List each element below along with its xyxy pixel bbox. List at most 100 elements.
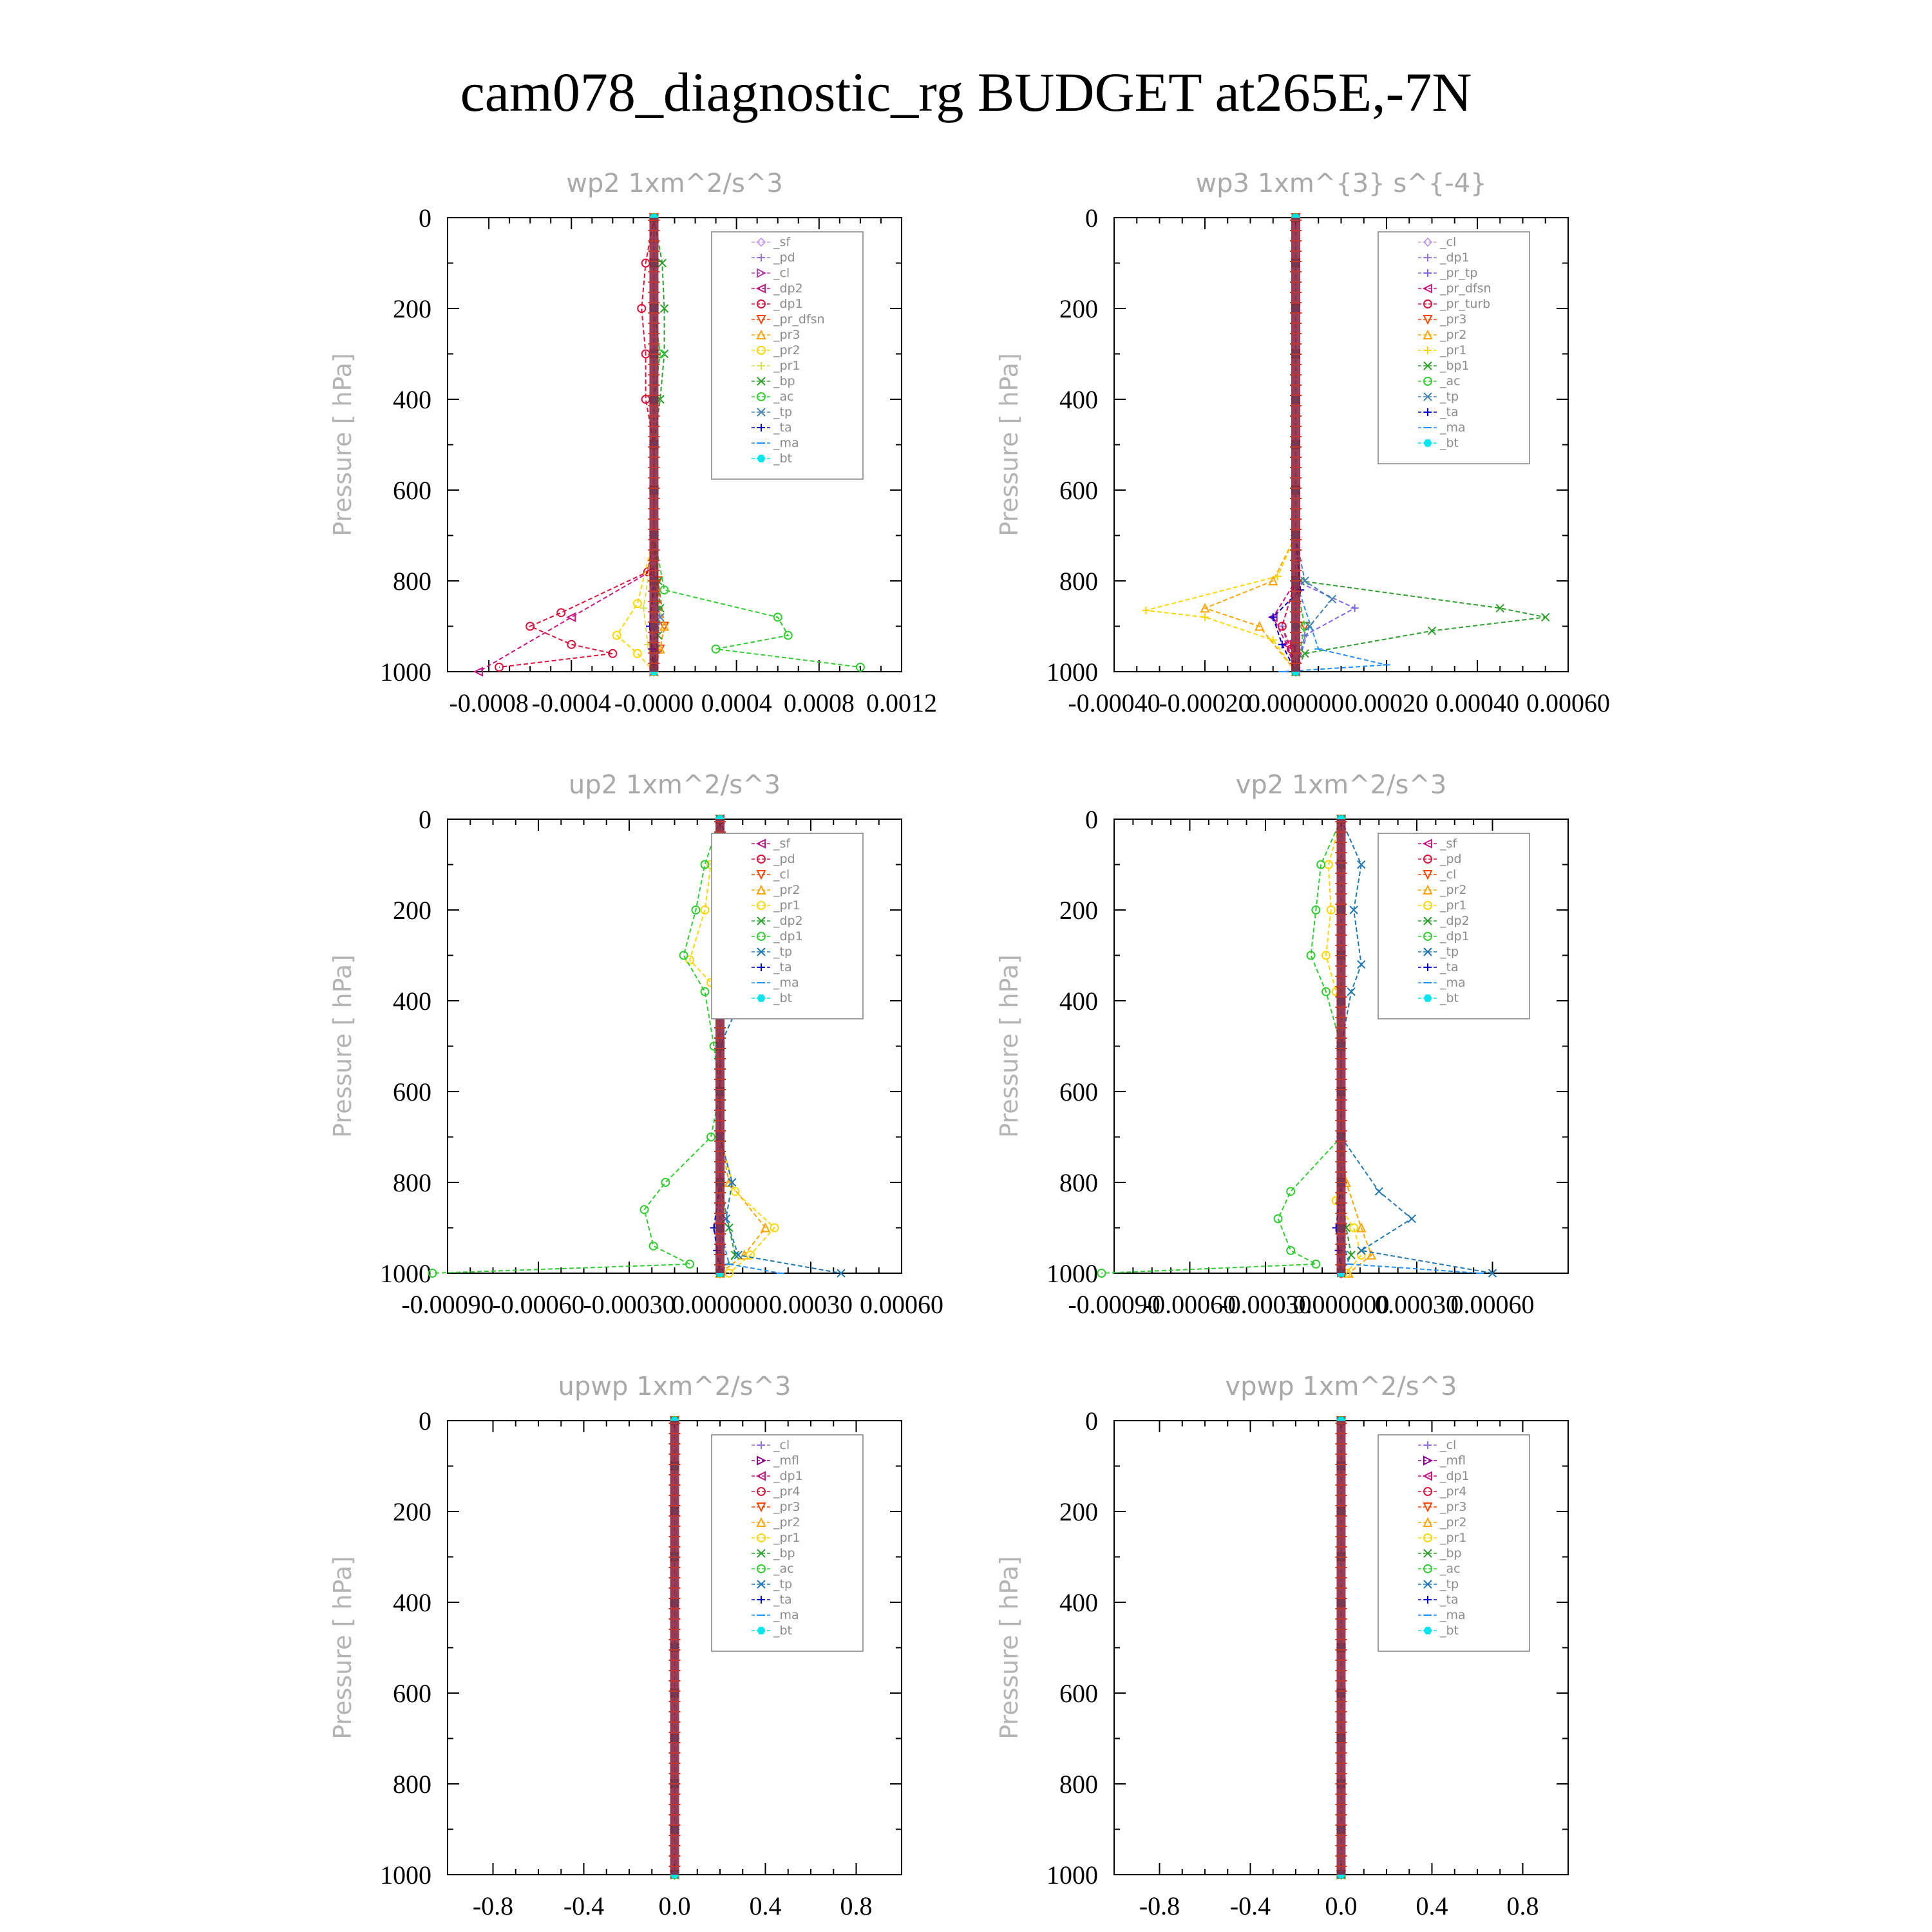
series-line bbox=[432, 819, 721, 1274]
legend-label: _pd bbox=[773, 251, 795, 265]
y-tick-label: 200 bbox=[1059, 1497, 1098, 1526]
series-line bbox=[478, 218, 655, 672]
x-tick-label: 0.00040 bbox=[1435, 688, 1519, 717]
data-point bbox=[1200, 603, 1210, 613]
legend-label: _pr1 bbox=[773, 898, 800, 913]
zero-profile-column bbox=[1291, 218, 1300, 672]
data-point bbox=[760, 1222, 771, 1233]
legend-marker bbox=[1424, 346, 1432, 354]
legend-entry: _ma bbox=[1418, 976, 1466, 990]
x-tick-label: -0.0000 bbox=[614, 688, 694, 717]
panel-up2: up2 1xm^2/s^3 Pressure [ hPa] 0 200 400 600 80… bbox=[328, 770, 943, 1319]
data-point bbox=[637, 304, 647, 313]
data-point bbox=[495, 662, 504, 672]
legend-label: _pd bbox=[1439, 852, 1462, 866]
legend-marker bbox=[757, 1564, 766, 1573]
legend-marker bbox=[757, 932, 766, 941]
x-tick-label: -0.8 bbox=[1139, 1891, 1180, 1920]
data-point bbox=[1316, 860, 1326, 869]
legend: _cl _dp1_pr_tp_pr_dfsn_pr_turb_pr3_pr2_pr… bbox=[1378, 231, 1530, 464]
legend-marker bbox=[1423, 237, 1433, 247]
legend-entry: _dp2 bbox=[752, 914, 803, 928]
legend-marker bbox=[1422, 838, 1432, 849]
panel-vp2: vp2 1xm^2/s^3 Pressure [ hPa] 0 200 400 600 80… bbox=[995, 770, 1569, 1319]
y-tick-label: 0 bbox=[1085, 1406, 1098, 1435]
panel-title: wp3 1xm^{3} s^{-4} bbox=[1195, 169, 1486, 198]
y-tick-label: 0 bbox=[419, 1406, 431, 1435]
legend-entry: _pr2 bbox=[752, 883, 800, 897]
x-tick-label: 0.4 bbox=[750, 1891, 782, 1920]
y-axis-label: Pressure [ hPa] bbox=[328, 353, 357, 536]
legend-entry: _tp bbox=[752, 405, 792, 419]
legend-marker bbox=[1423, 901, 1432, 910]
legend-entry: _pr1 bbox=[752, 898, 800, 913]
legend-entry: _pr4 bbox=[752, 1484, 800, 1499]
legend-label: _pr_tp bbox=[1439, 266, 1477, 280]
y-tick-label: 1000 bbox=[380, 1259, 431, 1288]
y-tick-label: 400 bbox=[393, 1588, 431, 1617]
legend-entry: _tp bbox=[1418, 1577, 1459, 1591]
series-line bbox=[1101, 819, 1342, 1274]
legend-entry: _bt bbox=[1418, 436, 1459, 450]
legend-marker bbox=[756, 1502, 766, 1513]
legend-marker bbox=[757, 299, 766, 308]
legend-entry: _bp bbox=[752, 1546, 795, 1560]
legend-marker bbox=[756, 884, 766, 895]
x-tick-label: 0.00060 bbox=[1526, 688, 1610, 717]
legend-label: _pr2 bbox=[1439, 1515, 1466, 1530]
data-point bbox=[700, 860, 710, 869]
legend-entry: _tp bbox=[752, 1577, 792, 1591]
legend-marker bbox=[757, 1627, 766, 1634]
legend-entry: _ta bbox=[752, 960, 792, 974]
legend-entry: _ac bbox=[1418, 1562, 1461, 1576]
data-point bbox=[1321, 987, 1331, 996]
x-tick-label: -0.00060 bbox=[492, 1290, 584, 1319]
y-tick-label: 400 bbox=[1059, 385, 1098, 414]
data-point bbox=[473, 667, 484, 677]
y-tick-label: 1000 bbox=[1046, 1861, 1098, 1889]
legend-label: _pr2 bbox=[773, 883, 800, 897]
series-dp1 bbox=[428, 815, 724, 1278]
legend-marker bbox=[1423, 329, 1433, 339]
y-tick-label: 1000 bbox=[380, 1861, 431, 1889]
data-point bbox=[1300, 649, 1309, 658]
legend-label: _dp1 bbox=[773, 297, 803, 311]
legend-label: _tp bbox=[773, 1577, 792, 1591]
legend-box bbox=[711, 231, 864, 480]
legend-label: _pr_dfsn bbox=[1439, 281, 1492, 296]
legend-marker bbox=[757, 268, 767, 278]
legend-marker bbox=[757, 1441, 765, 1449]
legend-label: _ac bbox=[1439, 374, 1461, 388]
data-point bbox=[556, 608, 566, 618]
data-point bbox=[1350, 604, 1359, 612]
legend-label: _tp bbox=[1439, 945, 1459, 959]
data-point bbox=[428, 1269, 437, 1278]
legend-marker bbox=[757, 1580, 766, 1589]
data-point bbox=[1097, 1269, 1106, 1278]
legend-marker bbox=[1423, 884, 1433, 895]
legend-entry: _ma bbox=[752, 976, 799, 990]
y-tick-label: 200 bbox=[393, 896, 431, 925]
legend-marker bbox=[756, 329, 766, 339]
legend-entry: _pr1 bbox=[752, 1531, 800, 1545]
legend-entry: _bt bbox=[752, 1624, 792, 1638]
legend-entry: _ma bbox=[1418, 1608, 1466, 1622]
legend-entry: _dp1 bbox=[752, 1469, 803, 1483]
legend-label: _pr4 bbox=[773, 1484, 800, 1499]
legend-label: _bt bbox=[773, 991, 792, 1005]
legend-marker bbox=[755, 838, 766, 849]
y-tick-label: 800 bbox=[1059, 1168, 1098, 1197]
legend-entry: _mfl bbox=[752, 1454, 799, 1468]
legend-label: _dp1 bbox=[773, 929, 803, 943]
legend-label: _dp1 bbox=[1439, 929, 1470, 943]
legend-marker bbox=[757, 455, 766, 462]
legend-entry: _pr_dfsn bbox=[752, 312, 825, 327]
series-line bbox=[1295, 218, 1333, 672]
panel-vpwp: vpwp 1xm^2/s^3 Pressure [ hPa] 0 200 400 600 8… bbox=[995, 1372, 1569, 1920]
legend-entry: _cl bbox=[752, 867, 790, 882]
legend-marker bbox=[756, 870, 766, 880]
legend-entry: _pr1 bbox=[1418, 343, 1466, 357]
legend-label: _dp1 bbox=[1439, 251, 1470, 265]
x-tick-label: -0.00090 bbox=[1068, 1290, 1160, 1319]
